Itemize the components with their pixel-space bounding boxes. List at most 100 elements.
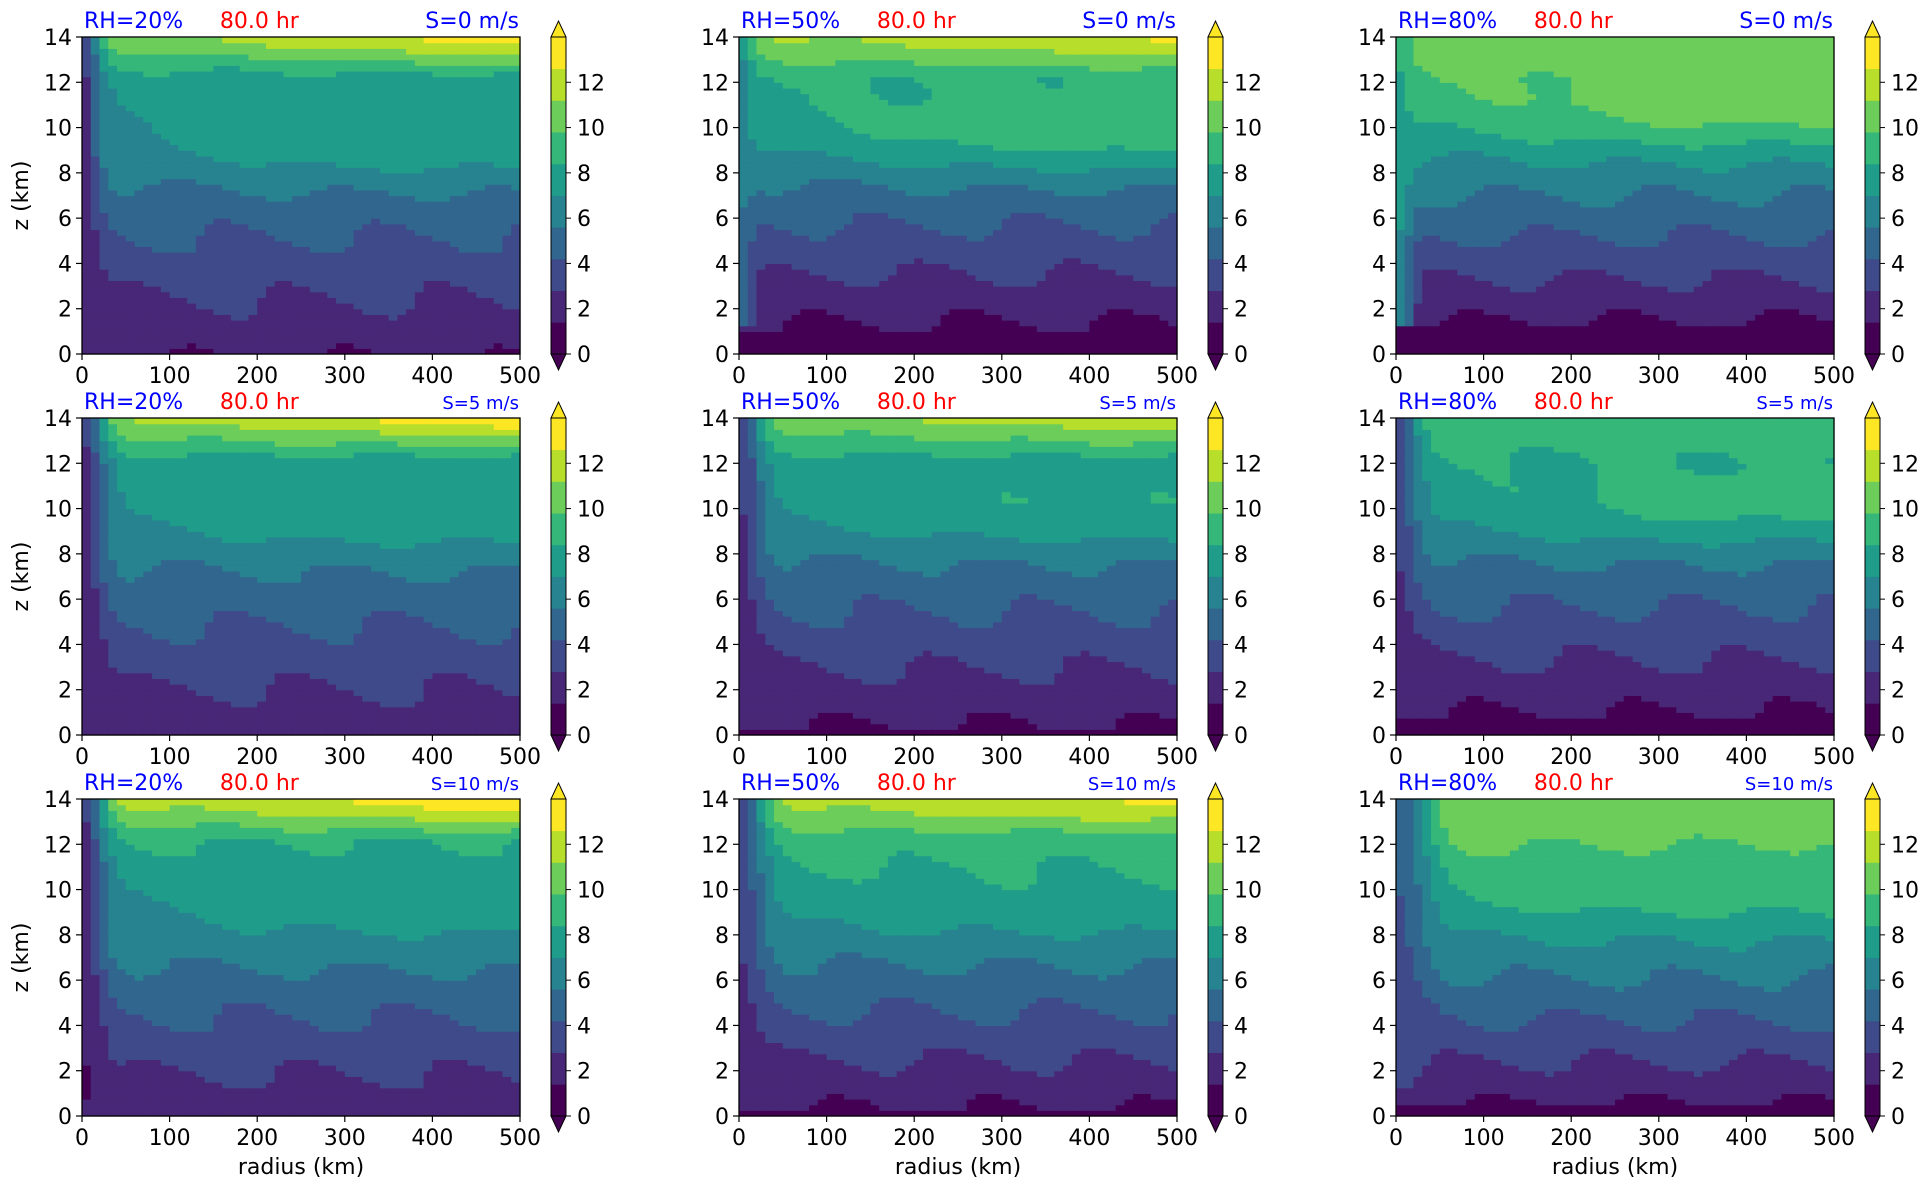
- heatmap-cell: [432, 82, 441, 88]
- heatmap-cell: [266, 252, 275, 258]
- heatmap-cell: [441, 133, 450, 139]
- heatmap-cell: [783, 280, 792, 286]
- heatmap-cell: [108, 145, 117, 151]
- heatmap-cell: [870, 150, 879, 156]
- heatmap-cell: [371, 331, 380, 337]
- heatmap-cell: [783, 167, 792, 173]
- heatmap-cell: [82, 292, 91, 298]
- heatmap-cell: [932, 275, 941, 281]
- heatmap-cell: [362, 196, 371, 202]
- heatmap-cell: [792, 71, 801, 77]
- heatmap-cell: [152, 224, 161, 230]
- heatmap-cell: [932, 179, 941, 185]
- heatmap-cell: [397, 297, 406, 303]
- heatmap-cell: [853, 60, 862, 66]
- heatmap-cell: [336, 48, 345, 54]
- heatmap-cell: [984, 128, 993, 134]
- heatmap-cell: [170, 320, 179, 326]
- heatmap-cell: [126, 37, 135, 43]
- heatmap-cell: [1028, 133, 1037, 139]
- heatmap-cell: [310, 286, 319, 292]
- heatmap-cell: [862, 241, 871, 247]
- heatmap-cell: [494, 156, 503, 162]
- heatmap-cell: [126, 167, 135, 173]
- heatmap-cell: [82, 77, 91, 83]
- heatmap-cell: [774, 173, 783, 179]
- heatmap-cell: [257, 111, 266, 117]
- heatmap-cell: [275, 337, 284, 343]
- heatmap-cell: [441, 71, 450, 77]
- heatmap-cell: [844, 179, 853, 185]
- heatmap-cell: [1046, 190, 1055, 196]
- heatmap-cell: [275, 71, 284, 77]
- heatmap-cell: [467, 280, 476, 286]
- heatmap-cell: [240, 105, 249, 111]
- heatmap-cell: [958, 43, 967, 49]
- heatmap-cell: [958, 258, 967, 264]
- heatmap-cell: [283, 286, 292, 292]
- heatmap-cell: [888, 179, 897, 185]
- heatmap-cell: [187, 246, 196, 252]
- heatmap-cell: [389, 297, 398, 303]
- heatmap-cell: [161, 309, 170, 315]
- heatmap-cell: [91, 37, 100, 43]
- heatmap-cell: [993, 263, 1002, 269]
- heatmap-cell: [205, 297, 214, 303]
- heatmap-cell: [450, 337, 459, 343]
- heatmap-cell: [459, 196, 468, 202]
- heatmap-cell: [949, 275, 958, 281]
- heatmap-cell: [345, 207, 354, 213]
- heatmap-cell: [248, 111, 257, 117]
- heatmap-cell: [739, 60, 748, 66]
- heatmap-cell: [362, 105, 371, 111]
- heatmap-cell: [415, 77, 424, 83]
- heatmap-cell: [818, 37, 827, 43]
- heatmap-cell: [100, 133, 109, 139]
- heatmap-cell: [222, 139, 231, 145]
- heatmap-cell: [222, 275, 231, 281]
- heatmap-cell: [178, 82, 187, 88]
- heatmap-cell: [345, 65, 354, 71]
- heatmap-cell: [800, 133, 809, 139]
- heatmap-cell: [389, 252, 398, 258]
- heatmap-cell: [415, 122, 424, 128]
- heatmap-cell: [283, 99, 292, 105]
- heatmap-cell: [835, 116, 844, 122]
- heatmap-cell: [783, 314, 792, 320]
- heatmap-cell: [976, 156, 985, 162]
- heatmap-cell: [1054, 145, 1063, 151]
- heatmap-cell: [108, 303, 117, 309]
- heatmap-cell: [205, 280, 214, 286]
- heatmap-cell: [984, 133, 993, 139]
- heatmap-cell: [1019, 224, 1028, 230]
- heatmap-cell: [389, 60, 398, 66]
- heatmap-cell: [1002, 105, 1011, 111]
- heatmap-cell: [757, 179, 766, 185]
- heatmap-cell: [739, 94, 748, 100]
- heatmap-cell: [905, 122, 914, 128]
- heatmap-cell: [231, 173, 240, 179]
- heatmap-cell: [424, 337, 433, 343]
- heatmap-cell: [441, 65, 450, 71]
- heatmap-cell: [818, 128, 827, 134]
- heatmap-cell: [91, 280, 100, 286]
- heatmap-cell: [178, 116, 187, 122]
- heatmap-cell: [266, 224, 275, 230]
- heatmap-cell: [897, 82, 906, 88]
- heatmap-cell: [310, 303, 319, 309]
- heatmap-cell: [266, 71, 275, 77]
- heatmap-cell: [976, 105, 985, 111]
- colorbar-extend-min: [551, 354, 566, 370]
- heatmap-cell: [336, 60, 345, 66]
- heatmap-cell: [1037, 286, 1046, 292]
- heatmap-cell: [958, 65, 967, 71]
- heatmap-cell: [397, 337, 406, 343]
- heatmap-cell: [231, 190, 240, 196]
- heatmap-cell: [327, 37, 336, 43]
- heatmap-cell: [187, 224, 196, 230]
- heatmap-cell: [196, 269, 205, 275]
- heatmap-cell: [161, 54, 170, 60]
- heatmap-cell: [397, 133, 406, 139]
- heatmap-cell: [818, 303, 827, 309]
- heatmap-cell: [1028, 229, 1037, 235]
